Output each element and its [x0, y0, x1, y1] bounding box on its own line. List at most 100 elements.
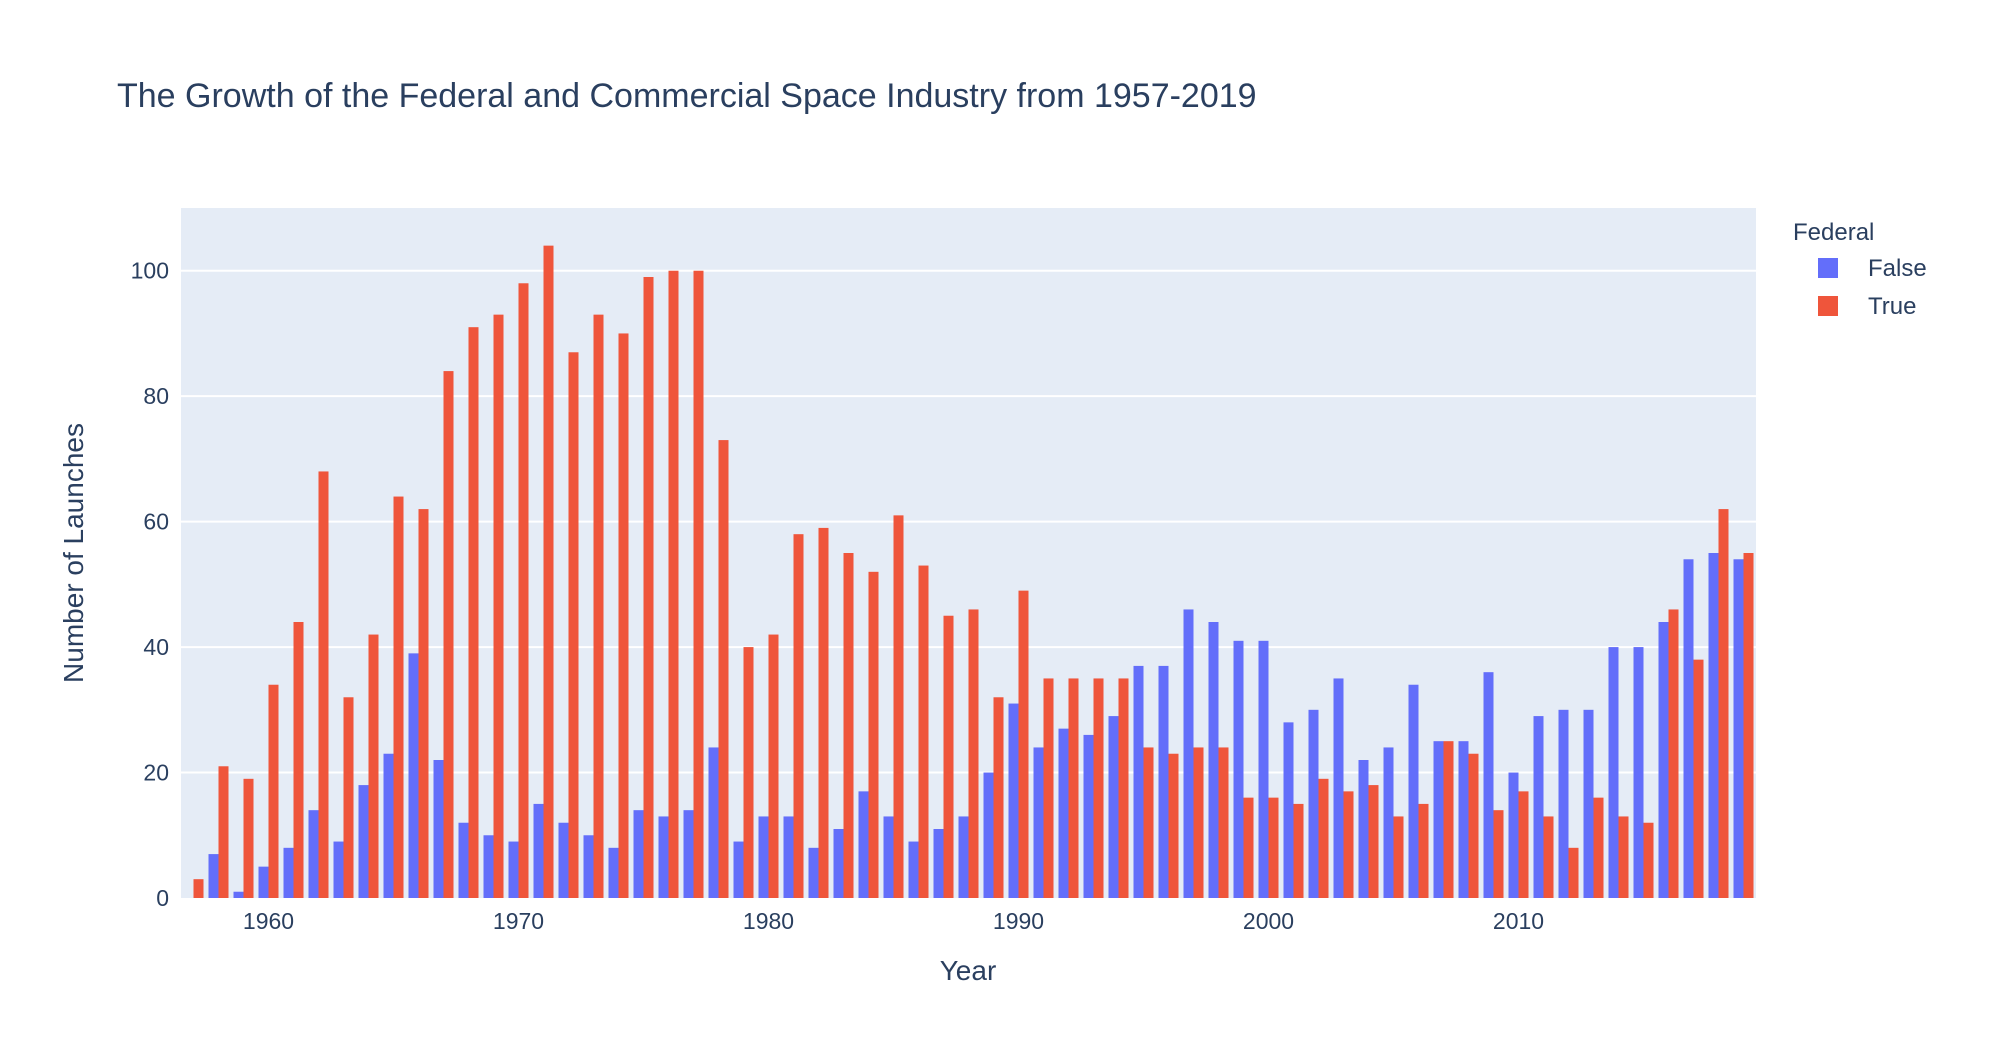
bar-true-1968[interactable]: [468, 327, 479, 898]
bar-false-2010[interactable]: [1508, 772, 1519, 898]
bar-false-2005[interactable]: [1383, 747, 1394, 898]
bar-true-2008[interactable]: [1468, 753, 1479, 898]
bar-false-1970[interactable]: [508, 841, 519, 898]
bar-false-1996[interactable]: [1158, 665, 1169, 898]
bar-true-1963[interactable]: [343, 697, 354, 898]
bar-true-2000[interactable]: [1268, 797, 1279, 898]
bar-true-1971[interactable]: [543, 245, 554, 898]
bar-true-2014[interactable]: [1618, 816, 1629, 898]
bar-true-2010[interactable]: [1518, 791, 1529, 898]
bar-true-1959[interactable]: [243, 778, 254, 898]
bar-false-2011[interactable]: [1533, 716, 1544, 898]
bar-true-1972[interactable]: [568, 352, 579, 898]
bar-false-1991[interactable]: [1033, 747, 1044, 898]
bar-true-1976[interactable]: [668, 270, 679, 899]
bar-false-1960[interactable]: [258, 866, 269, 898]
bar-true-1981[interactable]: [793, 534, 804, 898]
bar-false-1959[interactable]: [233, 891, 244, 898]
bar-false-1980[interactable]: [758, 816, 769, 898]
bar-false-2018[interactable]: [1708, 553, 1719, 898]
bar-false-2013[interactable]: [1583, 709, 1594, 898]
bar-true-2012[interactable]: [1568, 847, 1579, 898]
bar-true-1987[interactable]: [943, 615, 954, 898]
bar-false-1994[interactable]: [1108, 716, 1119, 898]
bar-true-1978[interactable]: [718, 440, 729, 898]
bar-true-1988[interactable]: [968, 609, 979, 898]
bar-false-1998[interactable]: [1208, 622, 1219, 898]
bar-true-1991[interactable]: [1043, 678, 1054, 898]
bar-false-1974[interactable]: [608, 847, 619, 898]
bar-true-1979[interactable]: [743, 647, 754, 898]
bar-false-2000[interactable]: [1258, 640, 1269, 898]
bar-true-2017[interactable]: [1693, 659, 1704, 898]
bar-false-1997[interactable]: [1183, 609, 1194, 898]
bar-true-1962[interactable]: [318, 471, 329, 898]
bar-false-1967[interactable]: [433, 760, 444, 898]
bar-false-1982[interactable]: [808, 847, 819, 898]
bar-true-1961[interactable]: [293, 622, 304, 898]
bar-true-2002[interactable]: [1318, 778, 1329, 898]
bar-false-2009[interactable]: [1483, 672, 1494, 898]
bar-true-2018[interactable]: [1718, 509, 1729, 898]
bar-true-2015[interactable]: [1643, 822, 1654, 898]
bar-true-1957[interactable]: [193, 879, 204, 898]
bar-false-1963[interactable]: [333, 841, 344, 898]
bar-true-1969[interactable]: [493, 314, 504, 898]
bar-true-1960[interactable]: [268, 684, 279, 898]
bar-false-2008[interactable]: [1458, 741, 1469, 898]
bar-false-2017[interactable]: [1683, 559, 1694, 898]
bar-false-1962[interactable]: [308, 810, 319, 898]
bar-true-1974[interactable]: [618, 333, 629, 898]
bar-true-1999[interactable]: [1243, 797, 1254, 898]
bar-true-1983[interactable]: [843, 553, 854, 898]
bar-false-1975[interactable]: [633, 810, 644, 898]
bar-true-1980[interactable]: [768, 634, 779, 898]
bar-true-1985[interactable]: [893, 515, 904, 898]
bar-true-1994[interactable]: [1118, 678, 1129, 898]
bar-true-2004[interactable]: [1368, 785, 1379, 898]
bar-false-1976[interactable]: [658, 816, 669, 898]
bar-false-2006[interactable]: [1408, 684, 1419, 898]
bar-true-2013[interactable]: [1593, 797, 1604, 898]
bar-true-1970[interactable]: [518, 283, 529, 898]
bar-false-1999[interactable]: [1233, 640, 1244, 898]
bar-true-2019[interactable]: [1743, 553, 1754, 898]
bar-true-1986[interactable]: [918, 565, 929, 898]
bar-false-1995[interactable]: [1133, 665, 1144, 898]
bar-true-1996[interactable]: [1168, 753, 1179, 898]
bar-true-1964[interactable]: [368, 634, 379, 898]
bar-false-1978[interactable]: [708, 747, 719, 898]
legend-item-false[interactable]: False: [1818, 255, 1927, 282]
bar-true-1992[interactable]: [1068, 678, 1079, 898]
bar-true-2005[interactable]: [1393, 816, 1404, 898]
bar-true-2007[interactable]: [1443, 741, 1454, 898]
bar-true-1965[interactable]: [393, 496, 404, 898]
bar-true-1973[interactable]: [593, 314, 604, 898]
bar-false-1961[interactable]: [283, 847, 294, 898]
bar-true-1990[interactable]: [1018, 590, 1029, 898]
bar-false-2014[interactable]: [1608, 647, 1619, 898]
bar-false-1988[interactable]: [958, 816, 969, 898]
bar-false-1981[interactable]: [783, 816, 794, 898]
bar-true-1982[interactable]: [818, 527, 829, 898]
bar-false-2007[interactable]: [1433, 741, 1444, 898]
bar-false-1968[interactable]: [458, 822, 469, 898]
bar-true-1998[interactable]: [1218, 747, 1229, 898]
bar-false-1985[interactable]: [883, 816, 894, 898]
bar-false-1983[interactable]: [833, 829, 844, 898]
bar-false-1987[interactable]: [933, 829, 944, 898]
bar-false-1965[interactable]: [383, 753, 394, 898]
bar-false-2012[interactable]: [1558, 709, 1569, 898]
bar-true-1967[interactable]: [443, 371, 454, 899]
bar-false-1972[interactable]: [558, 822, 569, 898]
bar-false-2004[interactable]: [1358, 760, 1369, 898]
bar-false-1984[interactable]: [858, 791, 869, 898]
bar-false-1971[interactable]: [533, 803, 544, 898]
bar-false-1992[interactable]: [1058, 728, 1069, 898]
bar-true-1984[interactable]: [868, 571, 879, 898]
bar-true-1997[interactable]: [1193, 747, 1204, 898]
bar-true-2006[interactable]: [1418, 803, 1429, 898]
bar-true-2003[interactable]: [1343, 791, 1354, 898]
bar-true-1966[interactable]: [418, 509, 429, 898]
bar-true-1977[interactable]: [693, 270, 704, 899]
